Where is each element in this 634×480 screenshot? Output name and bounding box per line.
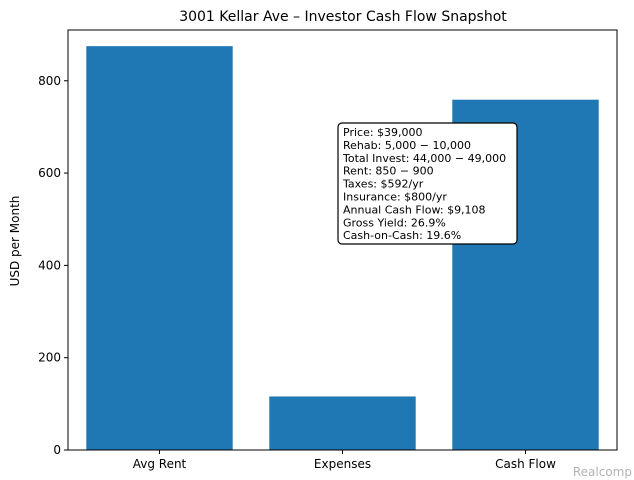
y-axis-label: USD per Month — [8, 196, 22, 287]
annotation-line: Price: $39,000 — [343, 126, 423, 139]
annotation-box — [337, 122, 518, 245]
y-tick-label: 0 — [53, 443, 61, 457]
x-tick-label: Cash Flow — [495, 457, 556, 471]
annotation-line: Rent: 850 − 900 — [343, 165, 434, 178]
x-tick-label: Expenses — [314, 457, 371, 471]
x-tick-label: Avg Rent — [133, 457, 187, 471]
bar-avg-rent — [86, 46, 233, 451]
y-tick-label: 600 — [38, 166, 61, 180]
annotation-line: Taxes: $592/yr — [342, 178, 424, 191]
annotation-line: Total Invest: 44,000 − 49,000 — [342, 152, 506, 165]
realcomp-watermark: Realcomp — [573, 465, 632, 479]
annotation-line: Cash-on-Cash: 19.6% — [343, 229, 461, 242]
y-tick-label: 400 — [38, 258, 61, 272]
chart-title: 3001 Kellar Ave – Investor Cash Flow Sna… — [179, 9, 507, 25]
bar-expenses — [269, 396, 416, 450]
y-tick-label: 800 — [38, 74, 61, 88]
y-tick-label: 200 — [38, 351, 61, 365]
annotation-line: Rehab: 5,000 − 10,000 — [343, 139, 471, 152]
annotation-line: Gross Yield: 26.9% — [343, 216, 446, 229]
plot-frame — [67, 29, 618, 451]
annotation-line: Insurance: $800/yr — [343, 191, 447, 204]
annotation-line: Annual Cash Flow: $9,108 — [343, 203, 486, 216]
